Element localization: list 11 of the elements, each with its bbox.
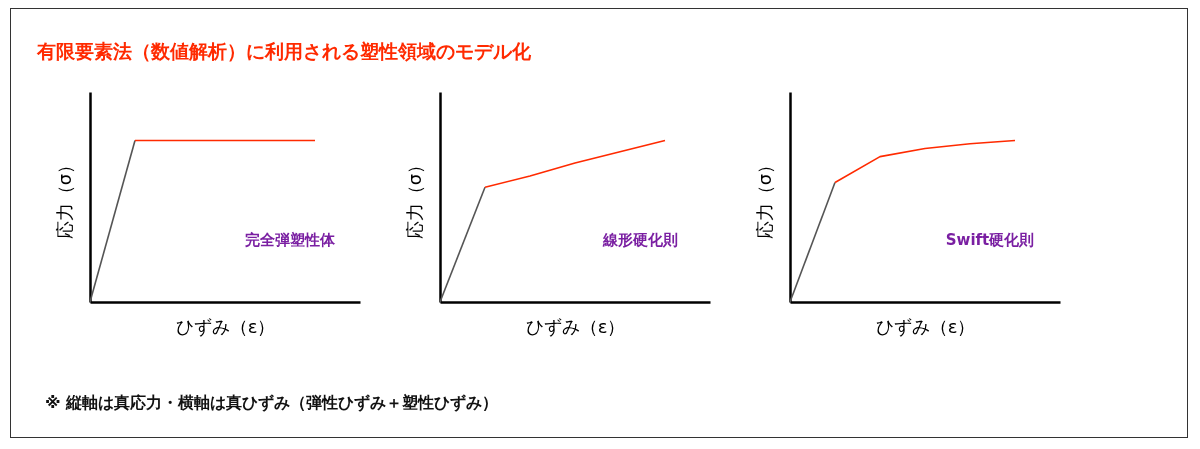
y-axis-title: 応力（σ） xyxy=(753,155,775,240)
x-axis-title: ひずみ（ε） xyxy=(875,315,976,337)
annotation: 完全弾塑性体 xyxy=(245,231,336,249)
annotation: 線形硬化則 xyxy=(601,231,678,249)
annotation: Swift硬化則 xyxy=(945,231,1035,249)
y-axis-title: 応力（σ） xyxy=(53,155,75,240)
x-axis-title: ひずみ（ε） xyxy=(175,315,276,337)
chart-title: 有限要素法（数値解析）に利用される塑性領域のモデル化 xyxy=(37,39,531,64)
x-axis-title: ひずみ（ε） xyxy=(525,315,626,337)
y-axis-title: 応力（σ） xyxy=(403,155,425,240)
text: ※ 縦軸は真応力・横軸は真ひずみ（弾性ひずみ＋塑性ひずみ） xyxy=(45,393,499,414)
